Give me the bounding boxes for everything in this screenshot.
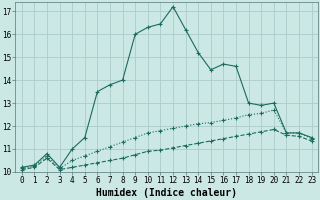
X-axis label: Humidex (Indice chaleur): Humidex (Indice chaleur): [96, 188, 237, 198]
